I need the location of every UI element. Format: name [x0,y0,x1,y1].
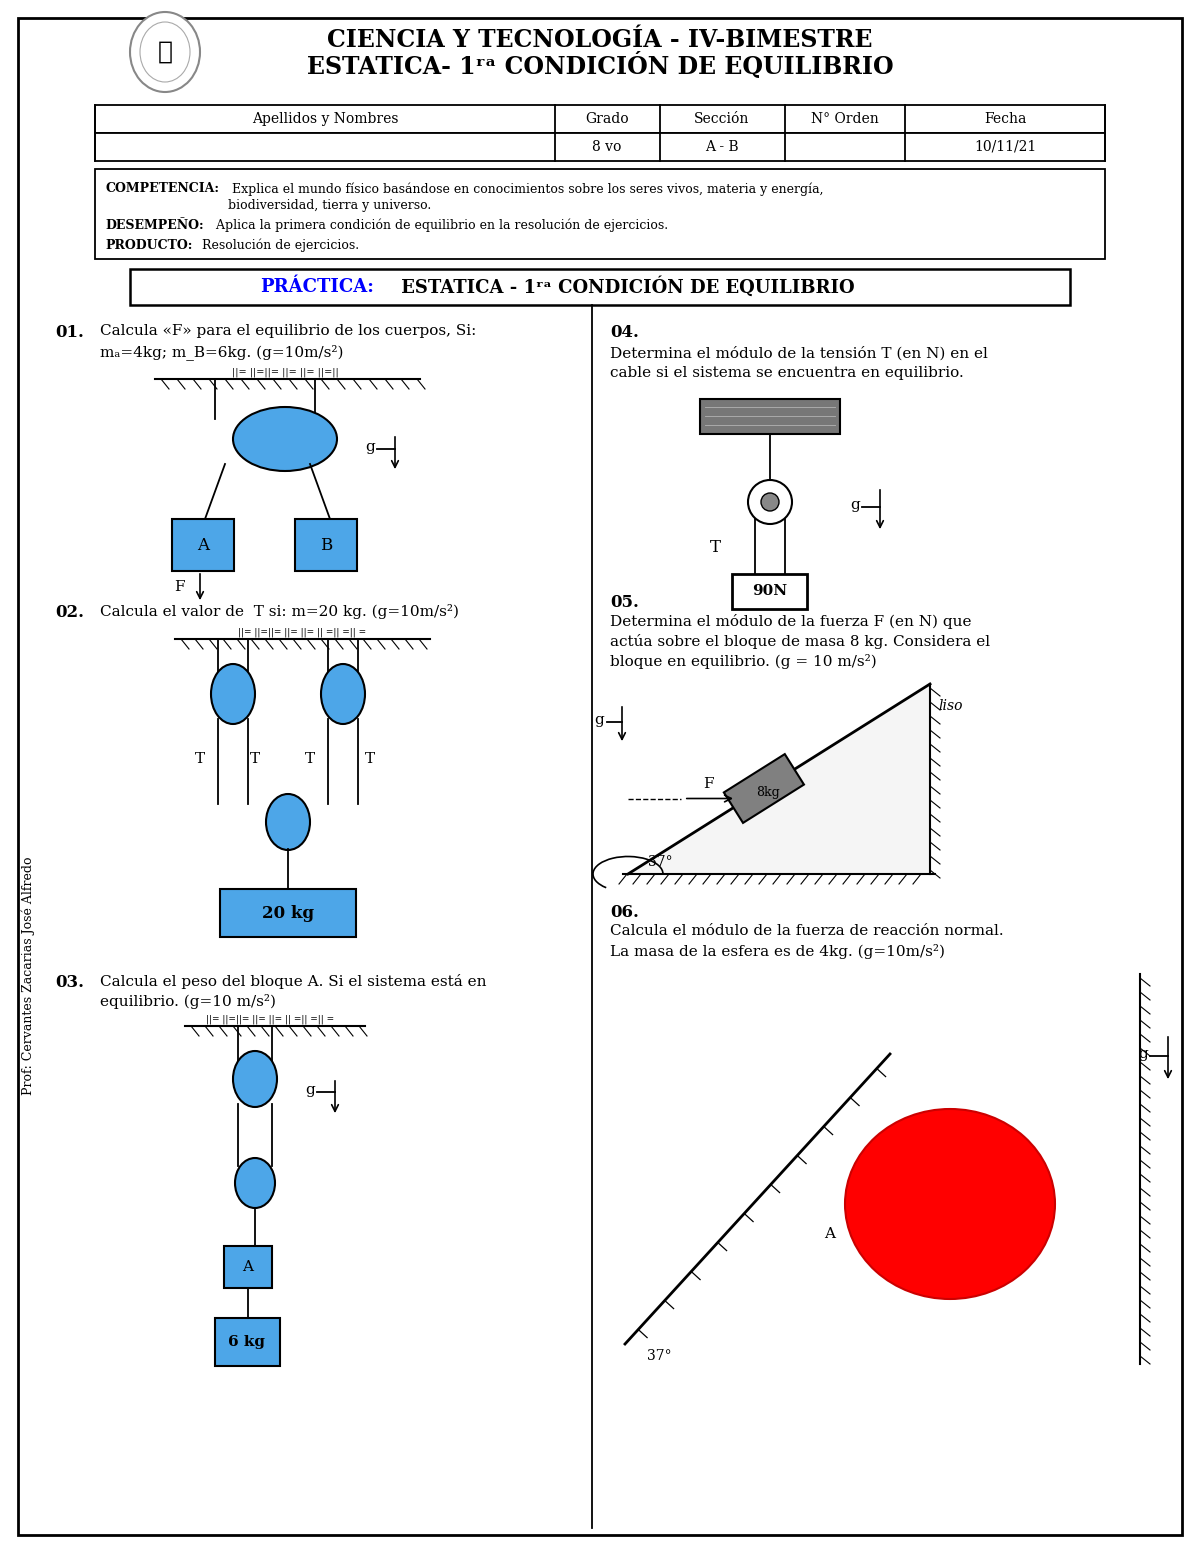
Text: ⚜: ⚜ [157,40,173,64]
Bar [172,519,234,572]
Text: A: A [242,1259,253,1273]
Ellipse shape [233,1051,277,1107]
Text: Resolución de ejercicios.: Resolución de ejercicios. [186,239,359,253]
Text: 20 kg: 20 kg [262,904,314,921]
Text: T: T [709,539,720,556]
Text: Explica el mundo físico basándose en conocimientos sobre los seres vivos, materi: Explica el mundo físico basándose en con… [228,182,823,196]
Text: bloque en equilibrio. (g = 10 m/s²): bloque en equilibrio. (g = 10 m/s²) [610,654,877,669]
Ellipse shape [235,1159,275,1208]
Text: COMPETENCIA:: COMPETENCIA: [106,182,220,196]
Text: ||= ||=||= ||= ||= || =|| =|| =: ||= ||=||= ||= ||= || =|| =|| = [238,627,366,637]
Bar [130,269,1070,304]
Text: N° Orden: N° Orden [811,112,878,126]
Text: T: T [305,752,316,766]
Text: 37°: 37° [648,856,673,870]
Text: A: A [197,536,209,553]
Text: CIENCIA Y TECNOLOGÍA - IV-BIMESTRE: CIENCIA Y TECNOLOGÍA - IV-BIMESTRE [328,28,872,51]
Text: Apellidos y Nombres: Apellidos y Nombres [252,112,398,126]
Text: 06.: 06. [610,904,638,921]
Text: Calcula «F» para el equilibrio de los cuerpos, Si:: Calcula «F» para el equilibrio de los cu… [100,325,476,339]
Ellipse shape [211,665,256,724]
Text: 6 kg: 6 kg [228,1336,265,1350]
Text: Prof: Cervantes Zacarias José Alfredo: Prof: Cervantes Zacarias José Alfredo [22,857,35,1095]
Text: ESTATICA - 1ʳᵃ CONDICIÓN DE EQUILIBRIO: ESTATICA - 1ʳᵃ CONDICIÓN DE EQUILIBRIO [395,276,854,297]
Text: 37°: 37° [647,1350,672,1364]
Text: 8 vo: 8 vo [593,140,622,154]
Text: Calcula el valor de  T si: m=20 kg. (g=10m/s²): Calcula el valor de T si: m=20 kg. (g=10… [100,604,458,620]
Ellipse shape [322,665,365,724]
Bar [95,169,1105,259]
Ellipse shape [266,794,310,849]
Polygon shape [628,683,930,874]
Text: Aplica la primera condición de equilibrio en la resolución de ejercicios.: Aplica la primera condición de equilibri… [200,219,668,233]
Text: 8kg: 8kg [756,786,780,798]
Text: T: T [194,752,205,766]
Text: 01.: 01. [55,325,84,342]
Text: g: g [1139,1047,1148,1061]
Bar [295,519,358,572]
Text: Determina el módulo de la fuerza F (en N) que: Determina el módulo de la fuerza F (en N… [610,613,972,629]
Text: 03.: 03. [55,974,84,991]
Text: g: g [594,713,604,727]
Text: Sección: Sección [695,112,750,126]
Text: PRODUCTO:: PRODUCTO: [106,239,192,252]
Text: mₐ=4kg; m_B=6kg. (g=10m/s²): mₐ=4kg; m_B=6kg. (g=10m/s²) [100,345,343,360]
Text: 02.: 02. [55,604,84,621]
Bar [224,1246,272,1287]
Ellipse shape [748,480,792,523]
Text: cable si el sistema se encuentra en equilibrio.: cable si el sistema se encuentra en equi… [610,367,964,380]
Text: T: T [250,752,260,766]
Text: actúa sobre el bloque de masa 8 kg. Considera el: actúa sobre el bloque de masa 8 kg. Cons… [610,634,990,649]
Ellipse shape [761,492,779,511]
Text: g: g [365,439,374,453]
Ellipse shape [233,407,337,471]
Text: A: A [824,1227,835,1241]
Text: g: g [851,499,860,512]
Bar [215,1318,280,1367]
Text: liso: liso [938,699,962,713]
Text: ||= ||=||= ||= ||= || =|| =|| =: ||= ||=||= ||= ||= || =|| =|| = [206,1014,334,1023]
Ellipse shape [140,22,190,82]
Text: 10/11/21: 10/11/21 [974,140,1036,154]
Bar [724,755,804,823]
Text: Calcula el módulo de la fuerza de reacción normal.: Calcula el módulo de la fuerza de reacci… [610,924,1003,938]
Bar [95,106,1105,134]
Text: Determina el módulo de la tensión T (en N) en el: Determina el módulo de la tensión T (en … [610,346,988,360]
Text: 04.: 04. [610,325,638,342]
Text: T: T [365,752,376,766]
Text: DESEMPEÑO:: DESEMPEÑO: [106,219,204,231]
Text: 90N: 90N [752,584,787,598]
Text: PRÁCTICA:: PRÁCTICA: [260,278,374,297]
Text: F: F [174,579,185,593]
Text: ||= ||=||= ||= ||= ||=||: ||= ||=||= ||= ||= ||=|| [232,368,338,377]
Text: F: F [703,778,714,792]
Bar [732,575,808,609]
Text: A - B: A - B [706,140,739,154]
Bar [220,888,356,936]
Bar [95,134,1105,162]
Bar [700,399,840,433]
Text: Fecha: Fecha [984,112,1026,126]
Text: Calcula el peso del bloque A. Si el sistema está en: Calcula el peso del bloque A. Si el sist… [100,974,486,989]
Ellipse shape [845,1109,1055,1298]
Text: Grado: Grado [586,112,629,126]
Text: g: g [305,1082,314,1096]
Text: equilibrio. (g=10 m/s²): equilibrio. (g=10 m/s²) [100,994,276,1009]
Text: La masa de la esfera es de 4kg. (g=10m/s²): La masa de la esfera es de 4kg. (g=10m/s… [610,944,946,960]
Text: B: B [320,536,332,553]
Text: biodiversidad, tierra y universo.: biodiversidad, tierra y universo. [228,199,431,213]
Ellipse shape [130,12,200,92]
Text: 05.: 05. [610,593,638,610]
Text: ESTATICA- 1ʳᵃ CONDICIÓN DE EQUILIBRIO: ESTATICA- 1ʳᵃ CONDICIÓN DE EQUILIBRIO [307,51,893,79]
